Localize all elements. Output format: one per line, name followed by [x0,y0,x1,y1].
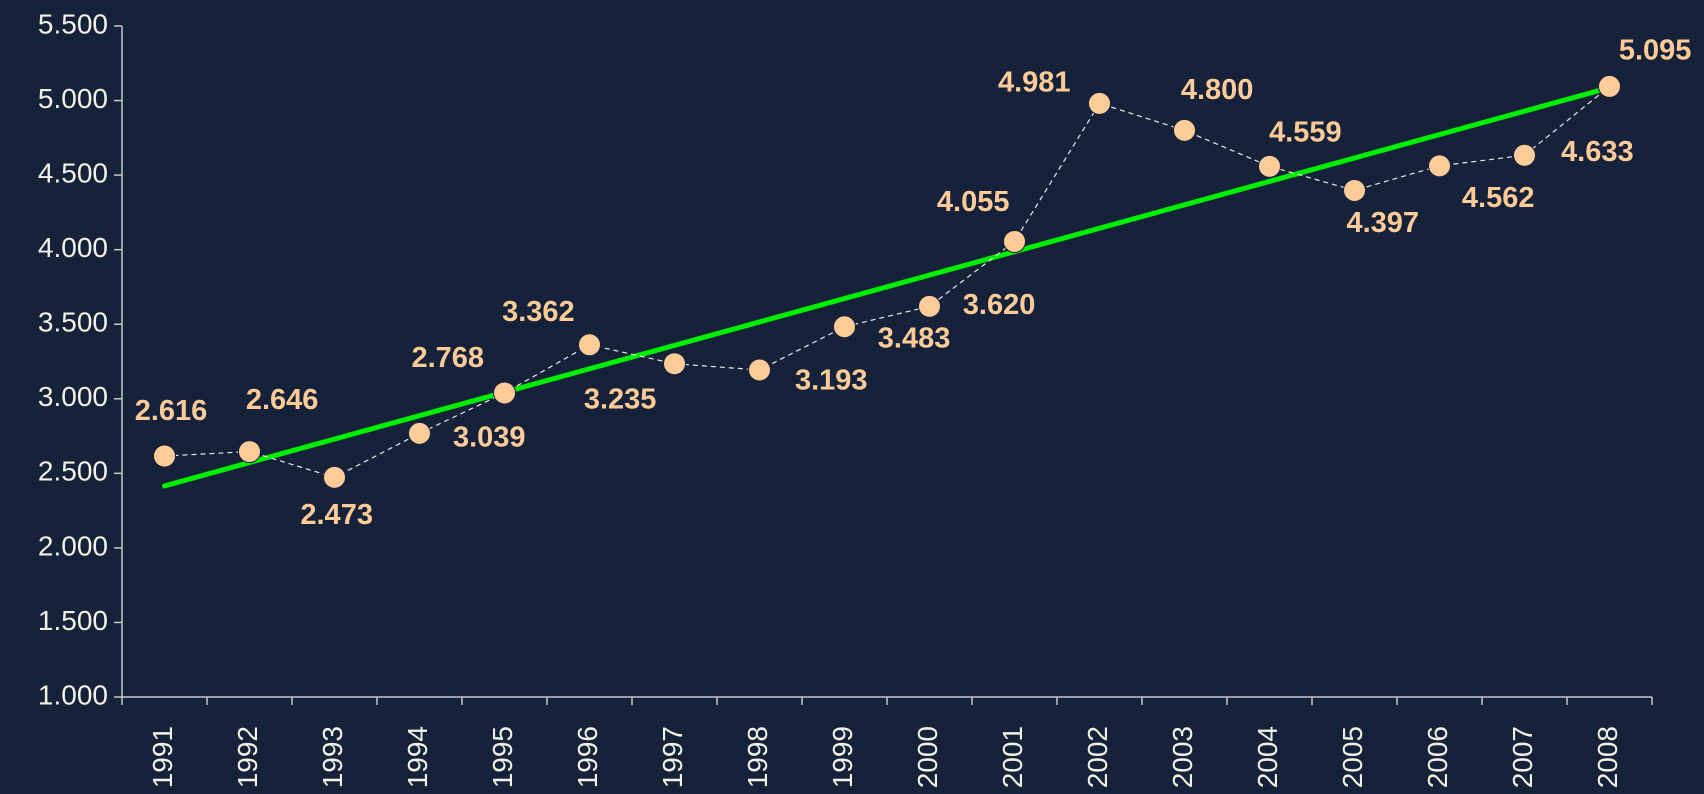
data-label: 2.646 [246,384,319,416]
data-point [408,421,431,445]
x-tick-label: 1996 [572,726,603,788]
data-point [1003,229,1026,253]
data-label: 4.981 [998,66,1071,98]
x-tick-label: 2002 [1082,726,1113,788]
x-tick-label: 1999 [827,726,858,788]
y-tick-label: 5.500 [38,8,108,39]
data-point [153,444,176,468]
data-point [1088,91,1111,115]
data-point [493,381,516,405]
x-tick-label: 2007 [1507,726,1538,788]
x-tick-label: 2001 [997,726,1028,788]
data-label: 3.362 [502,296,575,328]
data-point [1428,154,1451,178]
data-label: 3.483 [878,322,951,354]
x-tick-label: 1995 [487,726,518,788]
data-line [164,85,1610,479]
data-point [1173,118,1196,142]
y-tick-label: 1.500 [38,605,108,636]
data-point [1343,178,1366,202]
data-point [1513,143,1536,167]
x-tick-label: 1998 [742,726,773,788]
data-point [748,358,771,382]
x-tick-label: 2006 [1422,726,1453,788]
data-label: 4.800 [1181,74,1254,106]
x-tick-label: 1992 [232,726,263,788]
data-label: 3.039 [453,421,526,453]
data-label: 2.768 [411,342,484,374]
data-label: 3.620 [963,289,1036,321]
data-label: 2.473 [300,499,373,531]
data-point [833,315,856,339]
data-point [1258,154,1281,178]
data-label: 3.235 [584,383,657,415]
data-label: 4.559 [1269,116,1342,148]
data-label: 2.616 [135,395,208,427]
data-label: 4.055 [937,186,1010,218]
y-tick-label: 2.500 [38,456,108,487]
x-tick-label: 1994 [402,726,433,788]
x-tick-label: 2005 [1337,726,1368,788]
data-point [323,465,346,489]
x-tick-label: 2003 [1167,726,1198,788]
data-point [578,333,601,357]
trendline [162,85,1612,489]
data-label: 5.095 [1619,34,1692,66]
y-tick-label: 3.500 [38,307,108,338]
x-tick-label: 2000 [912,726,943,788]
y-tick-label: 4.500 [38,158,108,189]
data-point [663,352,686,376]
y-tick-label: 5.000 [38,83,108,114]
x-tick-label: 2008 [1592,726,1623,788]
x-tick-label: 1991 [147,726,178,788]
y-tick-label: 2.000 [38,530,108,561]
x-tick-label: 2004 [1252,726,1283,788]
data-point [1598,74,1621,98]
y-tick-label: 1.000 [38,679,108,710]
data-point [238,440,261,464]
data-label: 4.633 [1561,136,1634,168]
y-tick-label: 4.000 [38,232,108,263]
data-label: 4.397 [1346,207,1419,239]
x-tick-label: 1997 [657,726,688,788]
data-point [918,294,941,318]
x-tick-label: 1993 [317,726,348,788]
y-tick-label: 3.000 [38,381,108,412]
data-label: 3.193 [795,365,868,397]
data-label: 4.562 [1462,182,1535,214]
